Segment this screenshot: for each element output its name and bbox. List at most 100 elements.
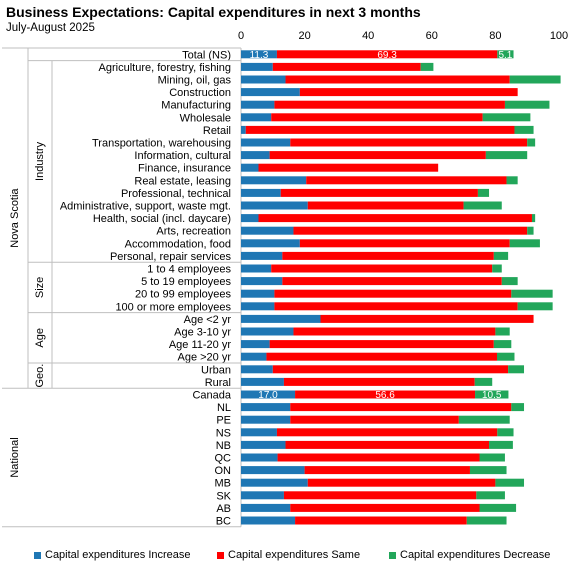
legend-item-same: Capital expenditures Same — [217, 549, 360, 561]
bar-decrease — [497, 50, 514, 59]
bar-decrease — [485, 151, 528, 160]
bar-increase — [241, 314, 321, 323]
bar-decrease — [509, 75, 561, 84]
bar-decrease — [508, 365, 525, 374]
bar-increase — [241, 201, 308, 210]
bar-same — [266, 352, 497, 361]
bar-same — [285, 440, 490, 449]
bar-increase — [241, 491, 284, 500]
bar-increase — [241, 340, 270, 349]
category-label: 5 to 19 employees — [141, 276, 231, 288]
bar-decrease — [458, 415, 510, 424]
bar-decrease — [474, 377, 493, 386]
x-tick-label: 40 — [362, 30, 374, 42]
bar-increase — [241, 264, 272, 273]
bar-same — [282, 251, 494, 260]
bar-decrease — [517, 302, 553, 311]
bar-decrease — [496, 352, 515, 361]
bar-decrease — [493, 251, 509, 260]
bar-increase — [241, 503, 291, 512]
category-label: Age >20 yr — [177, 352, 231, 364]
bar-increase — [241, 113, 272, 122]
category-label: Administrative, support, waste mgt. — [60, 201, 231, 213]
bar-increase — [241, 151, 270, 160]
bar-increase — [241, 415, 291, 424]
bar-increase — [241, 138, 291, 147]
bar-same — [272, 365, 509, 374]
bar-increase — [241, 75, 286, 84]
category-label: Age 11-20 yr — [169, 339, 232, 351]
bar-decrease — [475, 390, 509, 399]
data-label: 11.3 — [250, 50, 269, 61]
bar-decrease — [511, 403, 525, 412]
bar-decrease — [463, 201, 502, 210]
category-label: Age 3-10 yr — [174, 327, 231, 339]
x-tick-label: 100 — [550, 30, 568, 42]
x-tick-label: 80 — [489, 30, 501, 42]
bar-same — [299, 239, 510, 248]
category-label: ON — [215, 465, 232, 477]
chart-title: Business Expectations: Capital expenditu… — [6, 4, 421, 20]
bar-decrease — [495, 478, 525, 487]
category-label: NB — [216, 440, 231, 452]
bar-increase — [241, 478, 308, 487]
bar-same — [258, 214, 532, 223]
data-label: 17.0 — [258, 390, 278, 401]
bar-increase — [241, 390, 296, 399]
bar-increase — [241, 277, 283, 286]
bar-same — [276, 428, 498, 437]
bar-same — [320, 314, 534, 323]
subgroup-label: Age — [34, 328, 46, 348]
bar-decrease — [497, 428, 514, 437]
subgroup-label: Size — [34, 277, 46, 298]
bar-decrease — [466, 516, 507, 525]
category-label: PE — [216, 415, 231, 427]
bar-same — [290, 503, 480, 512]
group-label: National — [9, 437, 21, 477]
bar-increase — [241, 377, 284, 386]
bar-same — [285, 75, 510, 84]
bar-same — [295, 516, 467, 525]
bar-decrease — [489, 440, 513, 449]
bar-same — [290, 138, 528, 147]
bar-same — [274, 289, 512, 298]
data-label: 5.1 — [498, 50, 512, 61]
bar-increase — [241, 214, 259, 223]
bar-decrease — [479, 453, 505, 462]
category-label: AB — [216, 503, 231, 515]
category-label: 20 to 99 employees — [135, 289, 232, 301]
category-label: Accommodation, food — [125, 238, 231, 250]
bar-same — [272, 62, 421, 71]
bar-same — [258, 163, 439, 172]
bar-same — [282, 277, 502, 286]
bar-increase — [241, 516, 296, 525]
bar-increase — [241, 453, 278, 462]
category-label: NS — [216, 427, 231, 439]
category-label: Real estate, leasing — [134, 175, 231, 187]
bar-same — [277, 453, 480, 462]
bar-same — [245, 125, 515, 134]
bar-same — [306, 176, 507, 185]
bar-decrease — [420, 62, 434, 71]
legend-item-decrease: Capital expenditures Decrease — [389, 549, 550, 561]
category-label: Canada — [192, 390, 231, 402]
legend-label-increase: Capital expenditures Increase — [45, 549, 191, 561]
bar-increase — [241, 365, 273, 374]
category-label: Urban — [201, 364, 231, 376]
bar-decrease — [501, 277, 518, 286]
chart-subtitle: July-August 2025 — [6, 22, 95, 34]
category-label: SK — [216, 490, 231, 502]
category-label: Age <2 yr — [184, 314, 232, 326]
category-label: Manufacturing — [161, 100, 231, 112]
bar-same — [307, 478, 496, 487]
bar-decrease — [511, 289, 553, 298]
bar-increase — [241, 428, 277, 437]
category-label: Finance, insurance — [138, 163, 231, 175]
bar-increase — [241, 100, 275, 109]
bar-increase — [241, 62, 273, 71]
category-label: Arts, recreation — [156, 226, 231, 238]
bar-increase — [241, 50, 277, 59]
bar-same — [271, 113, 483, 122]
bar-decrease — [482, 113, 531, 122]
